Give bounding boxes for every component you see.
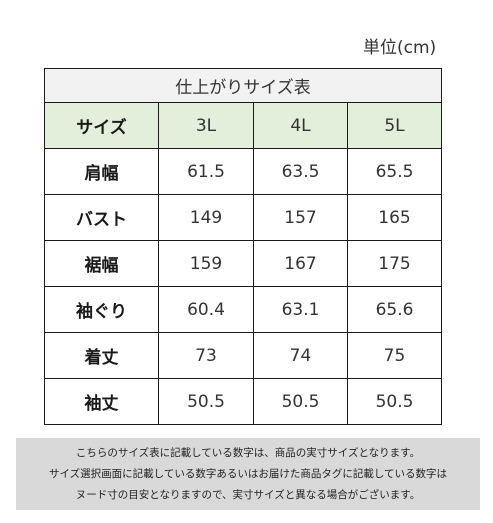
table-cell: 74 xyxy=(253,332,348,379)
table-cell: 175 xyxy=(347,240,442,287)
table-cell: 157 xyxy=(253,194,348,241)
size-note-box: こちらのサイズ表に記載している数字は、商品の実寸サイズとなります。 サイズ選択画… xyxy=(16,438,480,510)
table-cell: 65.5 xyxy=(347,148,442,195)
table-cell: 167 xyxy=(253,240,348,287)
table-cell: 65.6 xyxy=(347,286,442,333)
note-line: ヌード寸の目安となりますので、実寸サイズと異なる場合がございます。 xyxy=(75,489,421,501)
size-table: 仕上がりサイズ表 サイズ 3L 4L 5L 肩幅 61.5 63.5 65.5 … xyxy=(44,68,442,425)
table-row-sleeve-length: 袖丈 50.5 50.5 50.5 xyxy=(44,378,442,425)
table-cell: 50.5 xyxy=(347,378,442,425)
table-row-armhole: 袖ぐり 60.4 63.1 65.6 xyxy=(44,286,442,333)
row-label: 袖丈 xyxy=(44,378,159,425)
table-row-length: 着丈 73 74 75 xyxy=(44,332,442,379)
table-cell: 73 xyxy=(158,332,254,379)
table-cell: 63.5 xyxy=(253,148,348,195)
unit-label: 単位(cm) xyxy=(363,38,437,58)
table-header-row: サイズ 3L 4L 5L xyxy=(44,102,442,149)
note-line: こちらのサイズ表に記載している数字は、商品の実寸サイズとなります。 xyxy=(75,447,421,459)
table-row-hem-width: 裾幅 159 167 175 xyxy=(44,240,442,287)
header-size-4l: 4L xyxy=(253,102,348,149)
table-cell: 60.4 xyxy=(158,286,254,333)
table-title-row: 仕上がりサイズ表 xyxy=(44,68,442,103)
header-size-5l: 5L xyxy=(347,102,442,149)
table-title: 仕上がりサイズ表 xyxy=(44,68,442,103)
header-size-3l: 3L xyxy=(158,102,254,149)
table-cell: 165 xyxy=(347,194,442,241)
table-cell: 149 xyxy=(158,194,254,241)
table-cell: 50.5 xyxy=(253,378,348,425)
row-label: バスト xyxy=(44,194,159,241)
table-row-bust: バスト 149 157 165 xyxy=(44,194,442,241)
table-row-shoulder-width: 肩幅 61.5 63.5 65.5 xyxy=(44,148,442,195)
table-cell: 63.1 xyxy=(253,286,348,333)
header-size-label: サイズ xyxy=(44,102,159,149)
table-cell: 50.5 xyxy=(158,378,254,425)
row-label: 袖ぐり xyxy=(44,286,159,333)
row-label: 裾幅 xyxy=(44,240,159,287)
note-line: サイズ選択画面に記載している数字あるいはお届けた商品タグに記載している数字は xyxy=(48,468,448,480)
table-cell: 61.5 xyxy=(158,148,254,195)
table-cell: 75 xyxy=(347,332,442,379)
row-label: 肩幅 xyxy=(44,148,159,195)
row-label: 着丈 xyxy=(44,332,159,379)
table-cell: 159 xyxy=(158,240,254,287)
